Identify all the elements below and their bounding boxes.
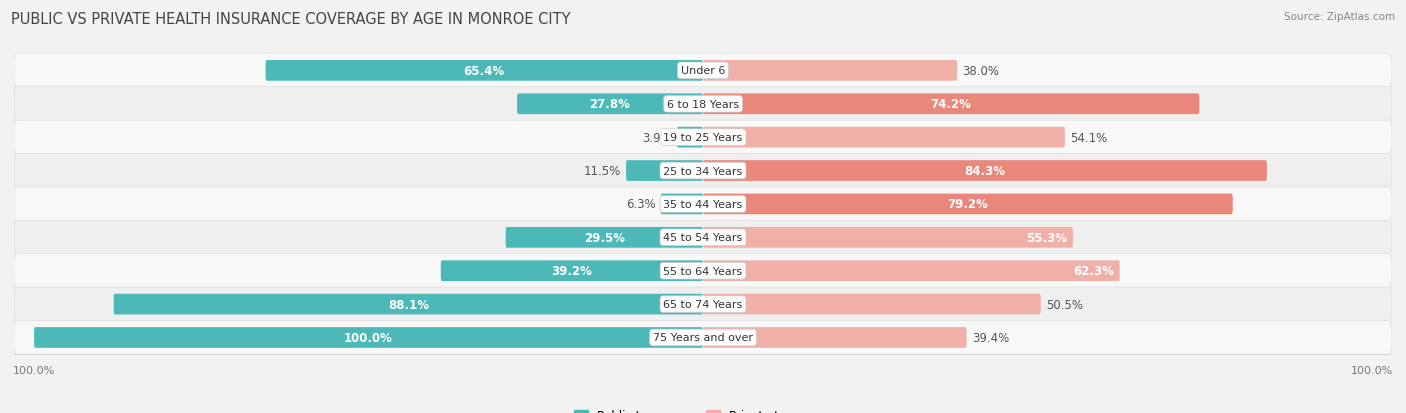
Text: 35 to 44 Years: 35 to 44 Years (664, 199, 742, 209)
Text: PUBLIC VS PRIVATE HEALTH INSURANCE COVERAGE BY AGE IN MONROE CITY: PUBLIC VS PRIVATE HEALTH INSURANCE COVER… (11, 12, 571, 27)
FancyBboxPatch shape (14, 320, 1392, 355)
FancyBboxPatch shape (14, 188, 1392, 221)
FancyBboxPatch shape (14, 287, 1392, 321)
Text: 25 to 34 Years: 25 to 34 Years (664, 166, 742, 176)
FancyBboxPatch shape (676, 128, 703, 148)
Text: 88.1%: 88.1% (388, 298, 429, 311)
Text: 54.1%: 54.1% (1070, 131, 1108, 144)
FancyBboxPatch shape (441, 261, 703, 281)
FancyBboxPatch shape (114, 294, 703, 315)
FancyBboxPatch shape (626, 161, 703, 181)
Text: 6 to 18 Years: 6 to 18 Years (666, 100, 740, 109)
FancyBboxPatch shape (14, 221, 1392, 255)
Text: 55.3%: 55.3% (1026, 231, 1067, 244)
Text: 19 to 25 Years: 19 to 25 Years (664, 133, 742, 143)
FancyBboxPatch shape (34, 328, 703, 348)
FancyBboxPatch shape (14, 54, 1392, 88)
Text: 6.3%: 6.3% (626, 198, 655, 211)
Text: 38.0%: 38.0% (963, 65, 1000, 78)
Text: 11.5%: 11.5% (583, 165, 620, 178)
FancyBboxPatch shape (703, 194, 1233, 215)
Text: Source: ZipAtlas.com: Source: ZipAtlas.com (1284, 12, 1395, 22)
FancyBboxPatch shape (266, 61, 703, 81)
FancyBboxPatch shape (14, 88, 1392, 121)
Text: 50.5%: 50.5% (1046, 298, 1083, 311)
Text: 62.3%: 62.3% (1074, 265, 1115, 278)
Text: 84.3%: 84.3% (965, 165, 1005, 178)
Text: 39.2%: 39.2% (551, 265, 592, 278)
FancyBboxPatch shape (703, 294, 1040, 315)
Text: 39.4%: 39.4% (972, 331, 1010, 344)
Text: 74.2%: 74.2% (931, 98, 972, 111)
FancyBboxPatch shape (703, 94, 1199, 115)
FancyBboxPatch shape (703, 328, 966, 348)
FancyBboxPatch shape (517, 94, 703, 115)
Text: 79.2%: 79.2% (948, 198, 988, 211)
Text: 75 Years and over: 75 Years and over (652, 333, 754, 343)
Text: 55 to 64 Years: 55 to 64 Years (664, 266, 742, 276)
Legend: Public Insurance, Private Insurance: Public Insurance, Private Insurance (574, 408, 832, 413)
Text: 29.5%: 29.5% (583, 231, 624, 244)
Text: 65 to 74 Years: 65 to 74 Years (664, 299, 742, 309)
FancyBboxPatch shape (703, 128, 1064, 148)
Text: Under 6: Under 6 (681, 66, 725, 76)
FancyBboxPatch shape (14, 254, 1392, 288)
FancyBboxPatch shape (14, 154, 1392, 188)
Text: 65.4%: 65.4% (464, 65, 505, 78)
Text: 27.8%: 27.8% (589, 98, 630, 111)
FancyBboxPatch shape (661, 194, 703, 215)
FancyBboxPatch shape (14, 121, 1392, 155)
FancyBboxPatch shape (703, 228, 1073, 248)
Text: 3.9%: 3.9% (641, 131, 672, 144)
Text: 45 to 54 Years: 45 to 54 Years (664, 233, 742, 243)
FancyBboxPatch shape (703, 261, 1119, 281)
Text: 100.0%: 100.0% (344, 331, 394, 344)
FancyBboxPatch shape (703, 61, 957, 81)
FancyBboxPatch shape (703, 161, 1267, 181)
FancyBboxPatch shape (506, 228, 703, 248)
